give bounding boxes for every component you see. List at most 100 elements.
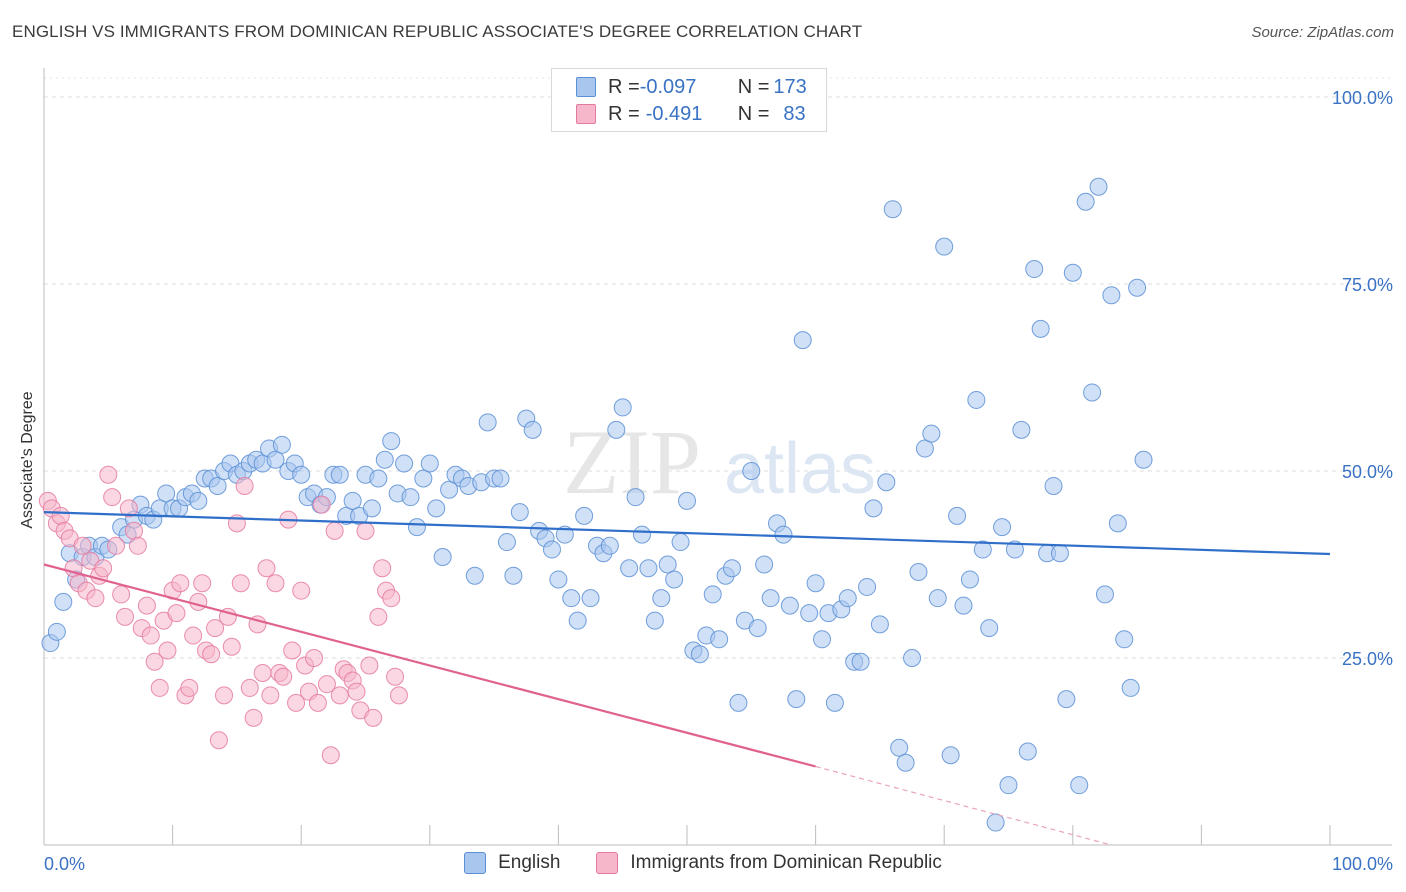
data-point [993, 518, 1012, 537]
data-point [645, 611, 664, 630]
data-point [652, 589, 671, 608]
data-point [813, 630, 832, 649]
data-point [330, 465, 349, 484]
data-point [613, 398, 632, 417]
data-point [125, 521, 144, 540]
y-tick-label: 75.0% [1342, 275, 1393, 295]
data-point [858, 577, 877, 596]
data-point [1057, 690, 1076, 709]
data-point [748, 619, 767, 638]
legend-item-english[interactable]: English [464, 852, 560, 874]
data-point [266, 574, 285, 593]
legend-n-label: N = [737, 102, 770, 125]
axes [43, 68, 1392, 846]
data-point [954, 596, 973, 615]
data-point [283, 641, 302, 660]
correlation-legend: R = -0.097 N = 173 R = -0.491 N = 83 [551, 68, 827, 132]
data-point [575, 506, 594, 525]
data-point [928, 589, 947, 608]
data-point [266, 450, 285, 469]
data-point [389, 686, 408, 705]
data-point [244, 708, 263, 727]
trend-lines [43, 511, 1331, 846]
data-point [231, 574, 250, 593]
data-point [292, 581, 311, 600]
data-point [382, 432, 401, 451]
data-point [420, 454, 439, 473]
data-point [261, 686, 280, 705]
legend-row-english: R = -0.097 N = 173 [576, 74, 807, 100]
data-point [54, 592, 73, 611]
data-point [1121, 678, 1140, 697]
data-point [414, 469, 433, 488]
trend-line-dominican [43, 563, 816, 768]
data-point [896, 753, 915, 772]
x-tick-label: 100.0% [1332, 854, 1393, 874]
data-point [1005, 540, 1024, 559]
data-point [1102, 286, 1121, 305]
tick-labels: 25.0% 50.0% 75.0% 100.0% 0.0% 100.0% [44, 88, 1393, 874]
data-point [99, 465, 118, 484]
data-point [94, 559, 113, 578]
chart-title: ENGLISH VS IMMIGRANTS FROM DOMINICAN REP… [12, 22, 863, 41]
data-point [890, 738, 909, 757]
data-point [755, 555, 774, 574]
data-point [257, 559, 276, 578]
data-point [180, 678, 199, 697]
data-point [626, 488, 645, 507]
data-point [360, 656, 379, 675]
data-point [607, 420, 626, 439]
data-point [922, 424, 941, 443]
data-point [549, 570, 568, 589]
legend-r-label: R = [608, 102, 640, 125]
legend-row-dominican: R = -0.491 N = 83 [576, 101, 806, 127]
data-point [903, 649, 922, 667]
data-point [222, 637, 241, 656]
data-point [960, 570, 979, 589]
data-point [150, 678, 169, 697]
data-point [478, 413, 497, 432]
data-point [986, 813, 1005, 832]
data-point [761, 589, 780, 608]
y-tick-label: 25.0% [1342, 649, 1393, 669]
data-point [287, 693, 306, 712]
data-point [145, 652, 164, 671]
y-axis-label: Associate's Degree [19, 391, 36, 529]
data-point [1018, 742, 1037, 761]
data-point [347, 682, 366, 701]
legend-r-label: R = [608, 75, 640, 98]
data-point [877, 473, 896, 492]
data-point [206, 619, 225, 638]
data-point [382, 589, 401, 608]
data-point [137, 596, 156, 615]
data-point [312, 495, 331, 514]
data-point [465, 566, 484, 585]
data-point [1050, 544, 1069, 563]
data-point [703, 585, 722, 604]
data-point [1134, 450, 1153, 469]
data-point [73, 536, 92, 555]
data-point [690, 645, 709, 664]
data-point [253, 663, 272, 682]
data-point [671, 533, 690, 552]
data-point [678, 491, 696, 510]
data-point [433, 548, 452, 567]
data-point [710, 630, 729, 649]
legend-n-label: N = [737, 75, 770, 98]
legend-item-dominican[interactable]: Immigrants from Dominican Republic [596, 852, 942, 874]
data-point [369, 469, 388, 488]
data-point [729, 693, 748, 712]
data-point [825, 693, 844, 712]
data-point [330, 686, 349, 705]
data-point [1095, 585, 1114, 604]
data-point [806, 574, 825, 593]
data-point [851, 652, 870, 671]
data-point [793, 331, 812, 350]
data-point [1070, 776, 1089, 795]
data-point [1115, 630, 1134, 649]
data-point [308, 693, 327, 712]
data-point [427, 499, 446, 518]
data-point [1076, 192, 1095, 211]
trend-line-english [43, 511, 1331, 556]
data-point [208, 476, 227, 495]
